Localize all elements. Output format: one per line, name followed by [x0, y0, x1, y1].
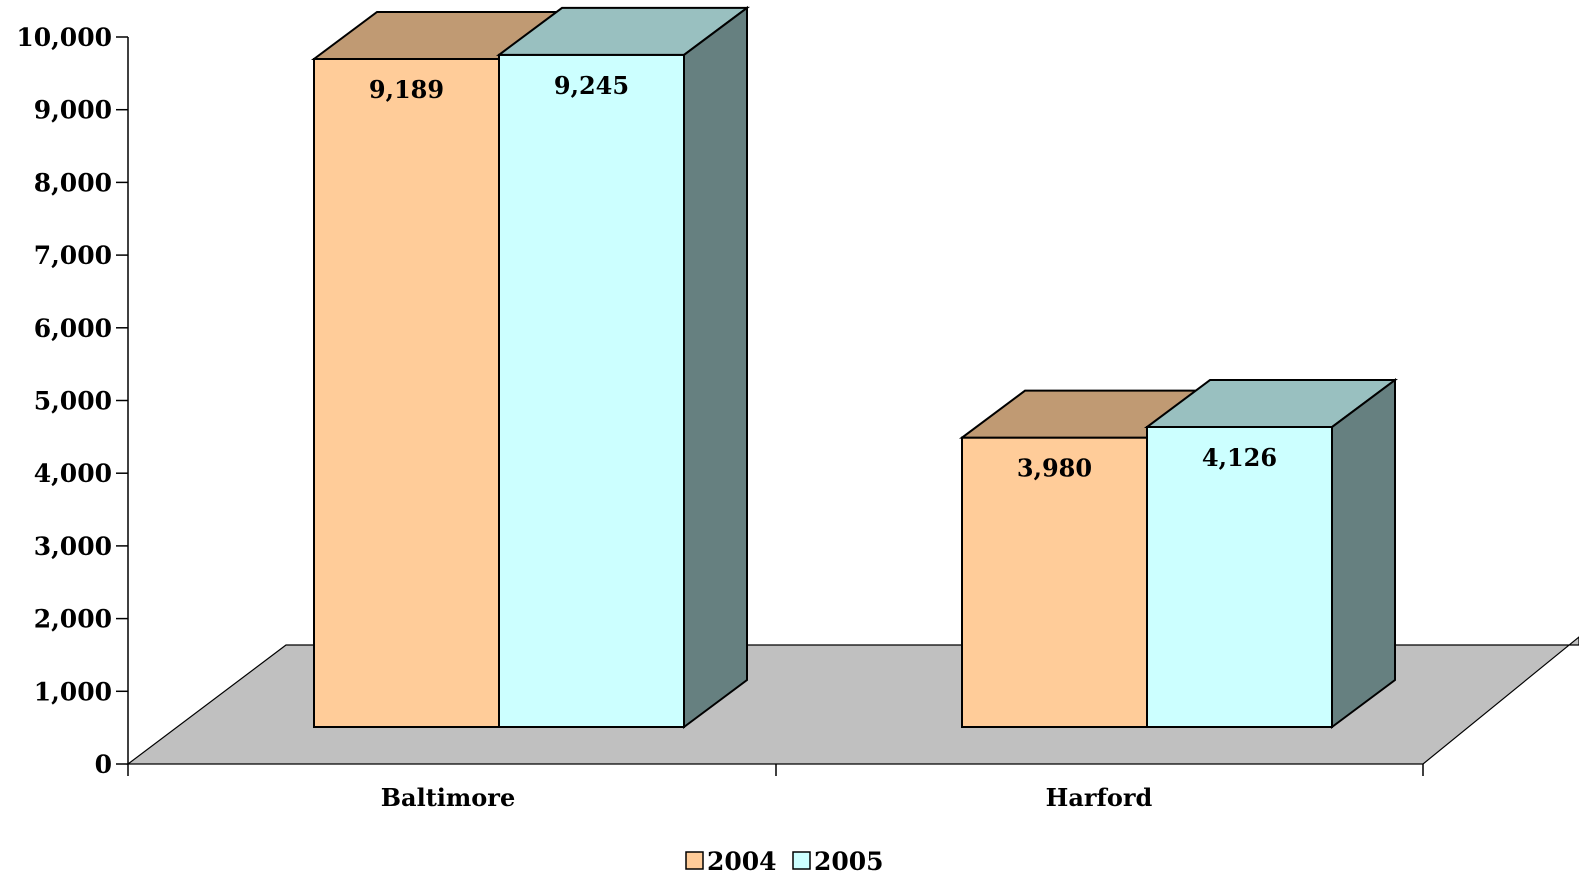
data-label: 9,245	[554, 71, 629, 100]
data-label: 3,980	[1017, 454, 1092, 483]
y-tick-label: 5,000	[34, 387, 112, 416]
legend-swatch	[792, 851, 811, 870]
bar-side	[683, 5, 748, 729]
x-tick-label: Baltimore	[381, 783, 515, 812]
x-tick-label: Harford	[1046, 783, 1153, 812]
y-tick-label: 4,000	[34, 459, 112, 488]
legend-swatch	[685, 851, 704, 870]
y-tick-label: 6,000	[34, 314, 112, 343]
bar-harford-2005	[1143, 378, 1399, 729]
y-tick-label: 7,000	[34, 241, 112, 270]
y-tick-label: 8,000	[34, 168, 112, 197]
bar-front	[313, 57, 500, 728]
legend-label: 2004	[707, 847, 777, 876]
y-tick-label: 3,000	[34, 532, 112, 561]
bar-front	[498, 53, 685, 728]
data-label: 4,126	[1202, 443, 1277, 472]
y-tick-label: 0	[95, 750, 112, 779]
bar-side	[1331, 378, 1396, 729]
data-label: 9,189	[369, 75, 444, 104]
y-tick-label: 10,000	[16, 23, 112, 52]
y-tick-label: 2,000	[34, 605, 112, 634]
y-tick-label: 1,000	[34, 677, 112, 706]
y-tick-label: 9,000	[34, 96, 112, 125]
bar-baltimore-2005	[495, 5, 751, 729]
bar-baltimore-2004	[310, 10, 566, 728]
legend-label: 2005	[814, 847, 884, 876]
